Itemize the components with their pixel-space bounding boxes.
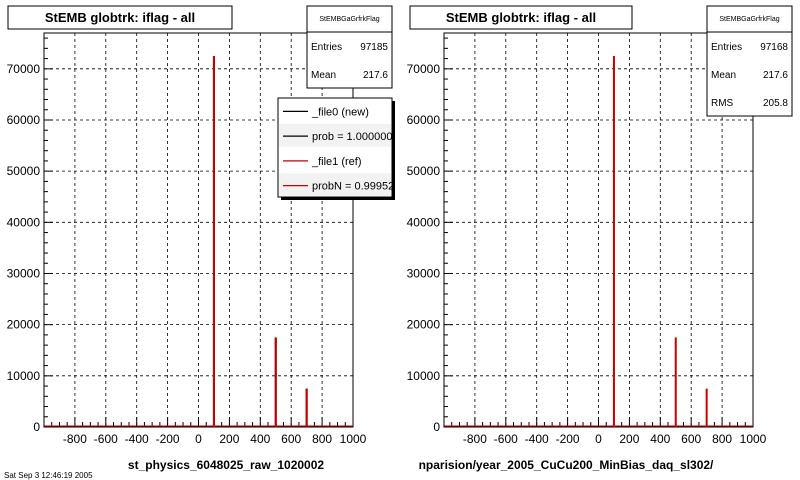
y-tick-label: 20000 — [407, 318, 441, 332]
legend-row-bg — [279, 148, 391, 172]
x-tick-label: 600 — [681, 432, 701, 446]
stats-value: 97185 — [360, 42, 388, 53]
x-tick-label: 200 — [619, 432, 639, 446]
stats-label: RMS — [711, 98, 734, 109]
y-tick-label: 30000 — [7, 266, 41, 280]
y-tick-label: 0 — [33, 420, 40, 434]
legend-row-bg — [279, 123, 391, 147]
chart-title: StEMB globtrk: iflag - all — [45, 10, 195, 25]
bar — [212, 56, 215, 428]
legend-row-bg — [279, 173, 391, 196]
x-tick-label: 1000 — [740, 432, 767, 446]
stats-value: 217.6 — [763, 70, 788, 81]
stats-label: Mean — [711, 70, 736, 81]
legend: _file0 (new) prob = 1.000000 _file1 (ref) p… — [277, 97, 395, 200]
stats-label: Entries — [311, 42, 342, 53]
stats-label: Entries — [711, 42, 742, 53]
legend-label: prob = 1.000000 — [312, 131, 392, 143]
x-tick-label: 800 — [312, 432, 332, 446]
plot-frame — [443, 32, 754, 428]
plot-frame — [43, 32, 354, 428]
chart-title: StEMB globtrk: iflag - all — [446, 10, 596, 25]
stats-name: StEMBGaGrfrkFlag — [319, 16, 379, 23]
stats-value: 217.6 — [363, 70, 388, 81]
stats-value: 97168 — [760, 42, 788, 53]
canvas-footer: Sat Sep 3 12:46:19 2005 — [4, 471, 93, 480]
legend-label: _file0 (new) — [311, 106, 369, 118]
stats-box — [306, 5, 393, 89]
y-tick-label: 60000 — [7, 113, 41, 127]
y-tick-label: 70000 — [407, 62, 441, 76]
bar — [705, 388, 708, 427]
x-tick-label: -600 — [94, 432, 118, 446]
x-tick-label: -800 — [463, 432, 487, 446]
legend-label: probN = 0.99952 — [312, 181, 394, 193]
stats-label: Mean — [311, 70, 336, 81]
x-tick-label: 600 — [281, 432, 301, 446]
y-tick-label: 40000 — [7, 215, 41, 229]
legend-label: _file1 (ref) — [311, 156, 362, 168]
y-tick-label: 10000 — [407, 369, 441, 383]
series-1 — [444, 56, 753, 428]
stats-value: 205.8 — [763, 98, 788, 109]
x-tick-label: -800 — [63, 432, 87, 446]
y-tick-label: 70000 — [7, 62, 41, 76]
series-2 — [44, 56, 353, 428]
x-tick-label: -400 — [125, 432, 149, 446]
x-tick-label: 1000 — [340, 432, 367, 446]
x-tick-label: 0 — [195, 432, 202, 446]
stats-box — [706, 5, 793, 117]
legend-row-bg — [279, 99, 391, 122]
bar — [305, 388, 308, 427]
x-axis-label: st_physics_6048025_raw_1020002 — [128, 458, 324, 472]
title-box — [7, 5, 233, 30]
x-tick-label: 400 — [650, 432, 670, 446]
y-tick-label: 60000 — [407, 113, 441, 127]
x-tick-label: -200 — [156, 432, 180, 446]
y-tick-label: 0 — [433, 420, 440, 434]
y-tick-label: 30000 — [407, 266, 441, 280]
stats-name: StEMBGaGrfrkFlag — [719, 16, 779, 23]
bar — [274, 337, 277, 427]
y-tick-label: 50000 — [7, 164, 41, 178]
x-tick-label: 800 — [712, 432, 732, 446]
x-axis-label: nparision/year_2005_CuCu200_MinBias_daq_… — [419, 458, 714, 472]
x-tick-label: -200 — [556, 432, 580, 446]
y-tick-label: 40000 — [407, 215, 441, 229]
y-tick-label: 10000 — [7, 369, 41, 383]
title-box — [409, 5, 633, 30]
x-tick-label: 400 — [250, 432, 270, 446]
chart-panel-2: -800 -600 -400 -200 0 200 400 600 800 10000100002… — [407, 5, 793, 472]
x-tick-label: -400 — [525, 432, 549, 446]
x-tick-label: 0 — [595, 432, 602, 446]
y-tick-label: 50000 — [407, 164, 441, 178]
bar — [674, 337, 677, 427]
x-tick-label: 200 — [219, 432, 239, 446]
x-tick-label: -600 — [494, 432, 518, 446]
y-tick-label: 20000 — [7, 318, 41, 332]
bar — [612, 56, 615, 428]
chart-panel-1: -800 -600 -400 -200 0 200 400 600 800 10000100002… — [7, 5, 395, 472]
